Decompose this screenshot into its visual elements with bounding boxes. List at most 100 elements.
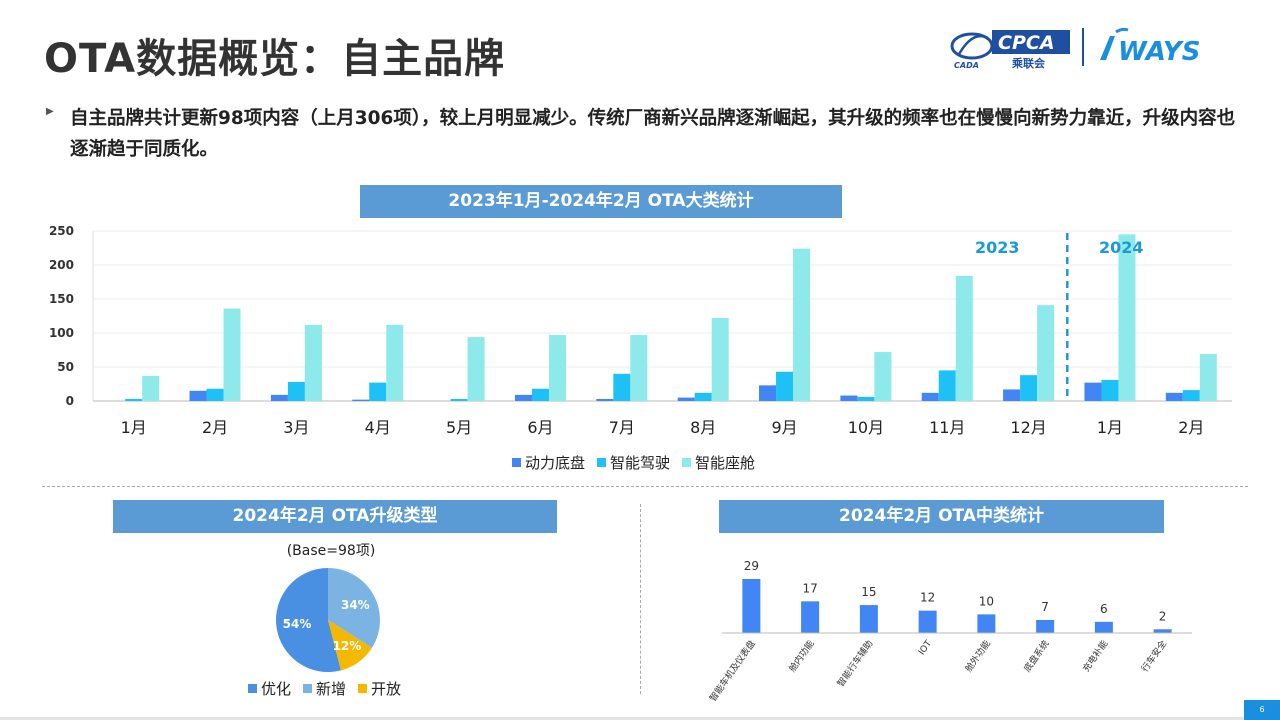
legend-swatch	[682, 458, 692, 467]
bar-智能座舱	[467, 337, 485, 401]
x-tick-label: 10月	[848, 418, 884, 437]
x-tick-label: 8月	[690, 418, 716, 437]
bar-value-label: 12	[920, 591, 935, 605]
y-tick-label: 200	[49, 258, 74, 272]
chart2-title-banner: 2024年2月 OTA升级类型	[113, 500, 557, 533]
bar-value-label: 10	[979, 594, 994, 608]
bar-充电补能	[1094, 621, 1113, 633]
pie-slice-优化	[276, 568, 341, 672]
x-tick-label: 舱外功能	[962, 638, 992, 674]
x-tick-label: 12月	[1010, 418, 1046, 437]
legend-item: 优化	[248, 678, 291, 699]
x-tick-label: 9月	[771, 418, 797, 437]
bar-动力底盘	[677, 397, 695, 401]
summary-text: 自主品牌共计更新98项内容（上月306项），较上月明显减少。传统厂商新兴品牌逐渐…	[70, 108, 1236, 160]
year-label-2024: 2024	[1099, 238, 1144, 257]
y-tick-label: 250	[49, 224, 74, 238]
ota-mid-category-chart: 29 智能车机及仪表盘 17 舱内功能 15 智能行车辅助 12 IOT 10 舱外功能 7 底盘系统…	[707, 559, 1192, 704]
bar-底盘系统	[1036, 619, 1055, 633]
bar-动力底盘	[840, 395, 858, 401]
ota-major-category-chart: 0 50 100 150 200 250 1月 2月 3月 4月 5月 6月 7月 8月 9月 10月 11月 1…	[49, 224, 1232, 437]
chart1-legend: 动力底盘 智能驾驶 智能座舱	[512, 452, 755, 473]
bar-智能座舱	[548, 335, 566, 401]
page-number: 6	[1244, 700, 1280, 720]
x-tick-label: 11月	[929, 418, 965, 437]
bar-动力底盘	[1165, 392, 1183, 401]
x-tick-label: 4月	[365, 418, 391, 437]
bar-舱外功能	[977, 614, 996, 633]
bar-智能座舱	[711, 318, 729, 401]
ways-logo-icon: WAYS	[1100, 27, 1200, 67]
y-tick-label: 0	[66, 394, 74, 408]
bar-value-label: 6	[1100, 602, 1108, 616]
bar-动力底盘	[921, 392, 939, 401]
legend-label: 新增	[316, 680, 347, 698]
legend-item: 开放	[358, 678, 401, 699]
legend-swatch	[512, 458, 521, 467]
y-tick-label: 150	[49, 292, 74, 306]
x-tick-label: 7月	[609, 418, 635, 437]
section-divider-vertical	[640, 504, 641, 694]
bullet-arrow-icon: ▶	[46, 106, 54, 117]
bar-智能座舱	[1118, 234, 1136, 401]
x-tick-label: 底盘系统	[1021, 638, 1051, 674]
bar-智能座舱	[223, 308, 241, 401]
cpca-logo-icon: CPCA 乘联会	[992, 30, 1070, 70]
pie-value-label: 54%	[283, 617, 312, 631]
bar-动力底盘	[270, 394, 288, 401]
chart2-legend: 优化 新增 开放	[248, 678, 401, 699]
bar-智能驾驶	[776, 371, 794, 401]
legend-item: 新增	[303, 678, 346, 699]
x-tick-label: 智能行车辅助	[835, 638, 876, 689]
bar-动力底盘	[189, 390, 207, 401]
bar-value-label: 17	[802, 581, 817, 595]
cada-logo-icon: CADA	[950, 32, 994, 70]
x-tick-label: 充电补能	[1080, 638, 1110, 674]
bar-智能驾驶	[531, 388, 549, 401]
bar-智能座舱	[874, 352, 892, 401]
bar-动力底盘	[1003, 389, 1021, 401]
pie-value-label: 12%	[333, 639, 362, 653]
bar-智能座舱	[386, 324, 404, 401]
legend-swatch	[303, 684, 313, 693]
cpca-logo-text: CPCA	[998, 32, 1055, 54]
x-tick-label: 3月	[283, 418, 309, 437]
bar-智能驾驶	[1101, 379, 1119, 401]
x-tick-label: 行车安全	[1139, 638, 1169, 674]
bar-智能驾驶	[694, 392, 712, 401]
bar-智能驾驶	[125, 398, 143, 401]
bar-舱内功能	[801, 601, 820, 633]
bar-动力底盘	[1084, 382, 1102, 401]
x-tick-label: 舱内功能	[786, 638, 816, 674]
legend-label: 优化	[261, 680, 292, 698]
bar-value-label: 2	[1159, 609, 1167, 623]
legend-label: 开放	[371, 680, 402, 698]
bar-智能座舱	[630, 335, 648, 401]
bar-动力底盘	[352, 399, 370, 401]
bar-智能驾驶	[206, 388, 224, 401]
legend-swatch	[358, 684, 368, 693]
bar-value-label: 7	[1041, 600, 1049, 614]
pie-base-note: (Base=98项)	[286, 543, 376, 559]
footer-line	[0, 717, 1244, 720]
x-tick-label: 2月	[202, 418, 228, 437]
x-tick-label: IOT	[917, 639, 934, 658]
y-tick-label: 50	[57, 360, 74, 374]
year-label-2023: 2023	[975, 238, 1020, 257]
pie-slice-新增	[328, 568, 380, 648]
bar-value-label: 15	[861, 585, 876, 599]
bar-IOT	[918, 610, 937, 633]
legend-label: 智能驾驶	[610, 454, 671, 472]
bar-智能驾驶	[938, 370, 956, 401]
bar-智能驾驶	[287, 381, 305, 401]
bar-智能座舱	[142, 375, 160, 401]
ota-upgrade-type-pie: 34% 12% 54%	[276, 568, 380, 672]
pie-value-label: 34%	[341, 598, 370, 612]
bar-value-label: 29	[744, 559, 759, 573]
legend-item: 智能驾驶	[597, 452, 670, 473]
x-tick-label: 2月	[1178, 418, 1204, 437]
bar-智能驾驶	[1020, 375, 1038, 401]
x-tick-label: 智能车机及仪表盘	[707, 638, 758, 704]
legend-swatch	[248, 684, 257, 693]
bar-智能座舱	[793, 248, 811, 401]
